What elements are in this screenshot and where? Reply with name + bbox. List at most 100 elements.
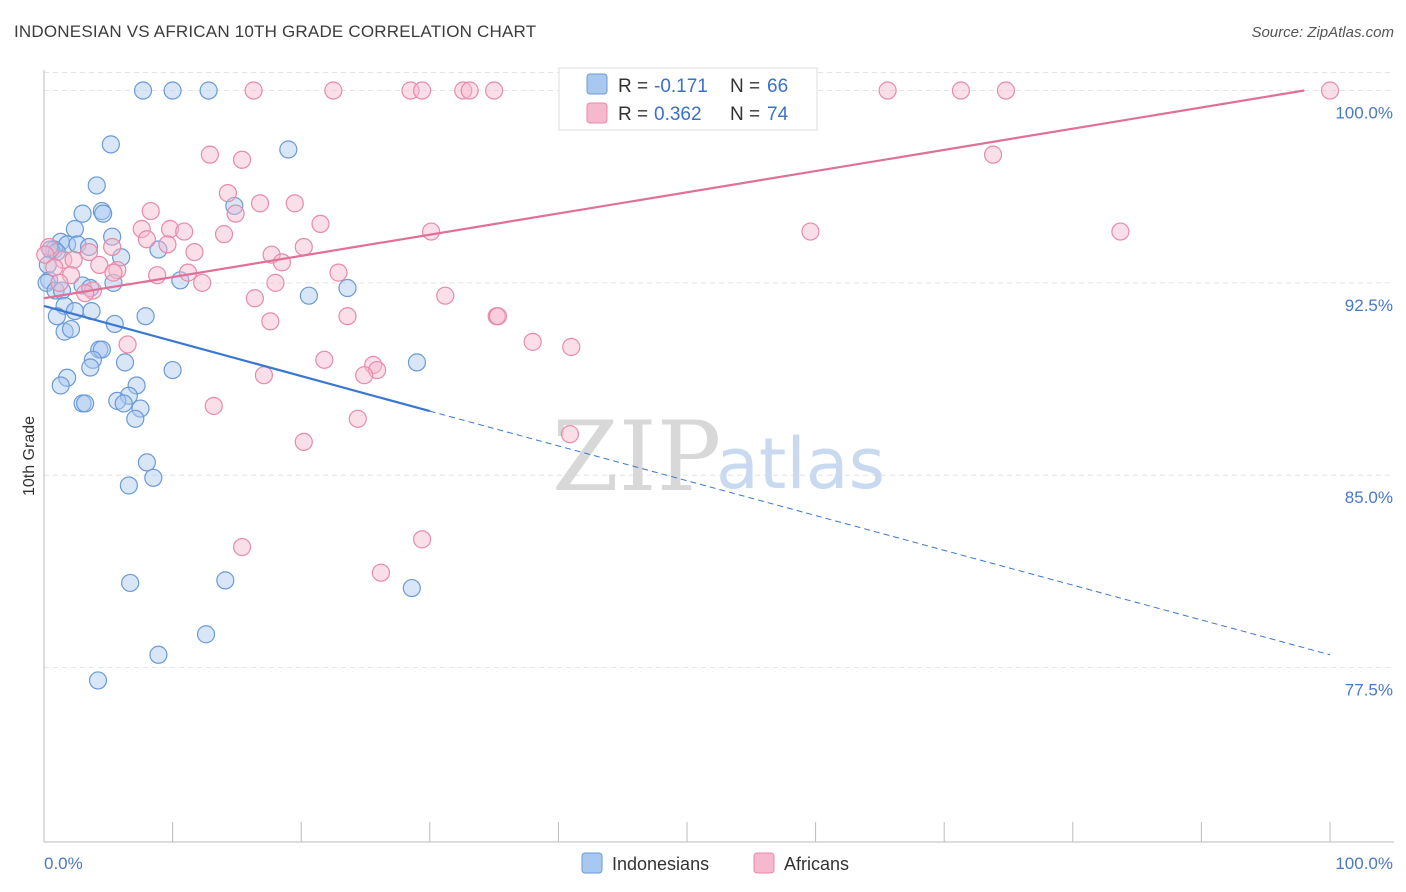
point-indonesians-11 <box>103 227 122 246</box>
point-africans-20 <box>132 219 151 239</box>
legend-series-swatch-africans <box>753 852 775 874</box>
point-africans-26 <box>137 230 156 249</box>
point-africans-70 <box>232 537 252 557</box>
trend-line-indonesians <box>43 304 431 413</box>
legend-r-value-1: 0.362 <box>654 104 702 125</box>
point-indonesians-46 <box>163 360 182 380</box>
point-indonesians-16 <box>45 240 64 259</box>
point-africans-3 <box>412 81 432 100</box>
point-indonesians-2 <box>199 81 218 100</box>
point-africans-60 <box>315 350 334 369</box>
point-indonesians-52 <box>114 394 133 413</box>
point-indonesians-59 <box>119 476 138 495</box>
point-africans-14 <box>218 184 237 203</box>
watermark-zip: ZIP <box>552 401 721 513</box>
point-africans-0 <box>244 81 263 100</box>
point-indonesians-36 <box>136 307 155 326</box>
point-africans-15 <box>250 194 270 213</box>
point-indonesians-65 <box>88 671 108 690</box>
point-africans-53 <box>338 307 357 326</box>
point-indonesians-41 <box>92 340 111 359</box>
x-tick-labels: 0.0% 100.0% <box>44 854 1393 873</box>
point-africans-8 <box>951 81 971 100</box>
legend-r-label-1: R = <box>618 104 648 125</box>
point-africans-51 <box>436 286 455 305</box>
point-africans-30 <box>294 237 313 257</box>
watermark: ZIP atlas <box>552 401 885 513</box>
point-indonesians-58 <box>144 468 163 487</box>
point-africans-34 <box>36 245 55 264</box>
y-tick-labels: 77.5% 85.0% 92.5% 100.0% <box>1335 104 1393 700</box>
point-africans-22 <box>175 222 194 241</box>
point-africans-58 <box>562 337 581 357</box>
point-indonesians-61 <box>216 571 235 590</box>
point-indonesians-56 <box>126 409 145 428</box>
point-indonesians-62 <box>402 578 421 598</box>
legend-n-label-0: N = <box>730 76 760 97</box>
legend-swatch-indonesians <box>586 73 608 95</box>
point-africans-21 <box>160 219 180 239</box>
point-africans-33 <box>262 245 281 264</box>
point-indonesians-48 <box>51 376 70 395</box>
watermark-atlas: atlas <box>716 423 885 505</box>
x-tick-label-1: 100.0% <box>1335 854 1393 873</box>
point-indonesians-18 <box>149 240 168 259</box>
point-indonesians-3 <box>101 135 120 154</box>
point-africans-67 <box>560 425 580 444</box>
point-indonesians-9 <box>94 204 113 223</box>
point-africans-16 <box>285 194 304 213</box>
legend-swatch-africans <box>586 102 608 124</box>
point-africans-40 <box>45 258 64 277</box>
point-africans-48 <box>266 273 285 292</box>
point-africans-17 <box>141 201 160 221</box>
point-africans-10 <box>1320 81 1340 100</box>
point-indonesians-45 <box>81 358 100 377</box>
point-africans-68 <box>294 432 313 451</box>
legend-series: Indonesians Africans <box>581 852 849 874</box>
point-africans-71 <box>371 563 391 582</box>
trend-lines <box>43 89 1331 656</box>
point-indonesians-57 <box>137 453 156 472</box>
point-africans-9 <box>996 81 1016 100</box>
point-indonesians-5 <box>87 176 106 195</box>
point-africans-56 <box>488 307 508 326</box>
legend-n-value-0: 66 <box>767 76 788 97</box>
point-indonesians-4 <box>279 140 298 159</box>
point-africans-65 <box>204 396 223 416</box>
point-africans-52 <box>245 289 265 308</box>
point-indonesians-64 <box>149 645 168 664</box>
point-africans-57 <box>523 332 542 351</box>
y-axis-label: 10th Grade <box>21 416 38 496</box>
point-africans-12 <box>200 145 219 164</box>
point-africans-7 <box>878 81 897 100</box>
chart-title: INDONESIAN VS AFRICAN 10TH GRADE CORRELA… <box>14 22 537 41</box>
point-africans-24 <box>421 222 441 241</box>
point-indonesians-0 <box>133 81 153 100</box>
point-indonesians-15 <box>79 237 99 257</box>
point-africans-69 <box>412 530 432 549</box>
legend-stats: R = -0.171 N = 66 R = 0.362 N = 74 <box>558 67 818 131</box>
trend-line-africans <box>43 89 1305 300</box>
point-indonesians-44 <box>407 353 427 372</box>
point-africans-29 <box>103 237 122 257</box>
point-indonesians-63 <box>196 625 216 644</box>
point-indonesians-43 <box>115 353 135 372</box>
point-africans-27 <box>158 235 177 254</box>
legend-r-value-0: -0.171 <box>654 76 708 97</box>
point-indonesians-1 <box>163 81 182 100</box>
axes <box>43 70 1394 843</box>
y-tick-label-3: 100.0% <box>1335 104 1393 123</box>
point-africans-66 <box>348 409 367 428</box>
point-africans-38 <box>90 255 109 275</box>
point-africans-47 <box>193 273 212 292</box>
point-africans-72 <box>983 145 1003 164</box>
point-africans-6 <box>485 81 504 100</box>
data-points <box>36 81 1340 690</box>
point-africans-73 <box>1111 222 1130 241</box>
chart-source: Source: ZipAtlas.com <box>1251 24 1394 41</box>
point-indonesians-30 <box>338 278 357 298</box>
point-africans-36 <box>64 250 83 269</box>
legend-series-africans: Africans <box>784 854 849 874</box>
point-indonesians-39 <box>61 319 81 339</box>
